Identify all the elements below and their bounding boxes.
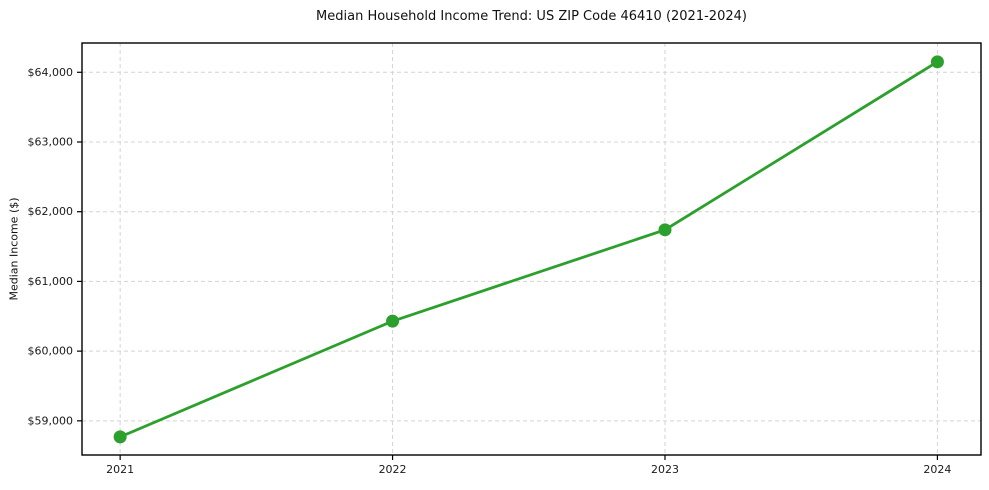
chart-title: Median Household Income Trend: US ZIP Co…	[316, 9, 747, 24]
y-tick-label: $62,000	[28, 205, 74, 218]
data-point-marker	[113, 430, 127, 444]
data-point-marker	[386, 314, 400, 328]
x-tick-label: 2021	[106, 463, 134, 476]
x-tick-label: 2024	[923, 463, 951, 476]
y-tick-label: $59,000	[28, 414, 74, 427]
plot-border	[81, 42, 982, 456]
x-tick-label: 2022	[379, 463, 407, 476]
y-tick-label: $64,000	[28, 66, 74, 79]
data-point-marker	[658, 223, 672, 237]
trend-line	[118, 60, 939, 439]
y-tick-label: $60,000	[28, 345, 74, 358]
y-tick-label: $63,000	[28, 135, 74, 148]
x-tick-label: 2023	[651, 463, 679, 476]
data-point-marker	[930, 55, 944, 69]
y-tick-label: $61,000	[28, 275, 74, 288]
